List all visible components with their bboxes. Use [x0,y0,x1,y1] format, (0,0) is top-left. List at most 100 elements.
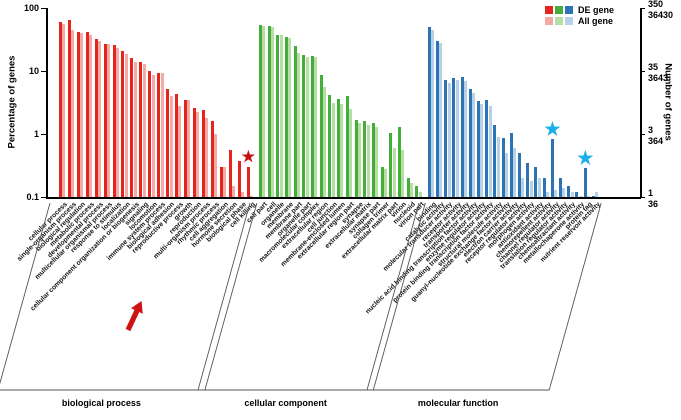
y-left-tick-label: 1 [33,128,39,139]
bar-de [345,96,349,197]
bar-all [562,187,566,197]
group-label: cellular component [244,398,327,408]
bar-all [88,35,92,197]
bar-de [452,77,456,197]
bar-all [586,195,590,197]
y-right-tick-label-all: 3643 [648,73,669,83]
legend-all-gene: All gene [545,16,613,26]
bar-de [193,107,197,197]
bar-all [488,105,492,197]
significance-star-icon: ★ [577,147,594,168]
bar-all [447,82,451,197]
bar-all [214,134,218,197]
bar-de [184,99,188,197]
y-right-tick-label-de: 1 [648,188,654,198]
bar-all [545,192,549,197]
y-left-tick [41,133,46,135]
bar-de [302,54,306,197]
bar-all [357,122,361,197]
bar-de [550,139,554,197]
significance-star-icon: ★ [544,119,561,140]
bar-de [567,185,571,197]
bar-all [349,108,353,197]
bar-all [383,168,387,197]
y-left-tick-label: 0.1 [26,191,39,202]
bar-de [246,166,250,197]
bar-all [187,99,191,197]
significance-star-icon: ★ [241,148,256,166]
bar-all [196,112,200,197]
bar-de [559,178,563,197]
bar-all [279,35,283,197]
bar-de [130,58,134,197]
bar-all [410,182,414,197]
bar-all [178,105,182,197]
bar-all [232,185,236,197]
group-label: biological process [61,398,141,408]
bar-de [267,26,271,197]
bar-de [444,80,448,197]
bar-de [148,71,152,197]
bar-all [133,61,137,197]
bar-all [223,166,227,197]
bar-de [258,24,262,197]
bar-de [139,61,143,197]
bar-de [337,99,341,197]
y-left-tick-label: 10 [28,65,39,76]
bar-de [237,160,241,197]
bar-all [521,178,525,197]
y-right-tick-label-de: 35 [648,62,659,72]
bar-all [504,153,508,197]
bar-all [496,136,500,197]
x-axis [46,197,641,199]
bar-de [575,192,579,197]
bar-all [554,189,558,197]
y-left-tick [41,7,46,9]
y-right-tick [640,7,645,9]
bar-all [124,54,128,197]
bar-all [241,192,245,197]
bar-all [288,38,292,197]
y-right-tick [640,133,645,135]
bar-de [94,39,98,197]
y-right-tick [640,70,645,72]
bar-de [76,32,80,197]
bar-de [85,32,89,197]
legend-swatch-de-red [545,6,553,14]
bar-de [477,100,481,197]
legend-de-gene: DE gene [545,5,614,15]
bar-de [293,45,297,197]
bar-all [418,192,422,197]
y-right-tick-label-de: 3 [648,125,654,135]
bar-de [67,19,71,197]
bar-all [578,195,582,197]
bar-all [305,56,309,197]
bar-all [71,29,75,197]
bar-de [436,40,440,197]
y-right-tick-label-all: 36 [648,199,659,209]
bar-de [526,162,530,197]
bar-de [371,122,375,197]
bar-de [468,89,472,197]
bar-de [121,51,125,197]
bar-de [591,195,595,197]
legend-label-de: DE gene [578,5,615,15]
bar-all [80,33,84,197]
bar-de [112,44,116,197]
bar-de [398,126,402,197]
bar-all [463,81,467,197]
bar-de [389,132,393,197]
y-left-tick-label: 100 [23,2,39,13]
bar-de [363,121,367,197]
y-axis-right [640,8,642,198]
bar-de [328,95,332,197]
bar-all [340,103,344,197]
bar-de [354,119,358,197]
legend-label-all: All gene [578,16,614,26]
bar-de [493,124,497,197]
y-left-tick [41,70,46,72]
bar-de [103,43,107,197]
y-right-tick [640,196,645,198]
legend-swatch-de-green [555,6,563,14]
